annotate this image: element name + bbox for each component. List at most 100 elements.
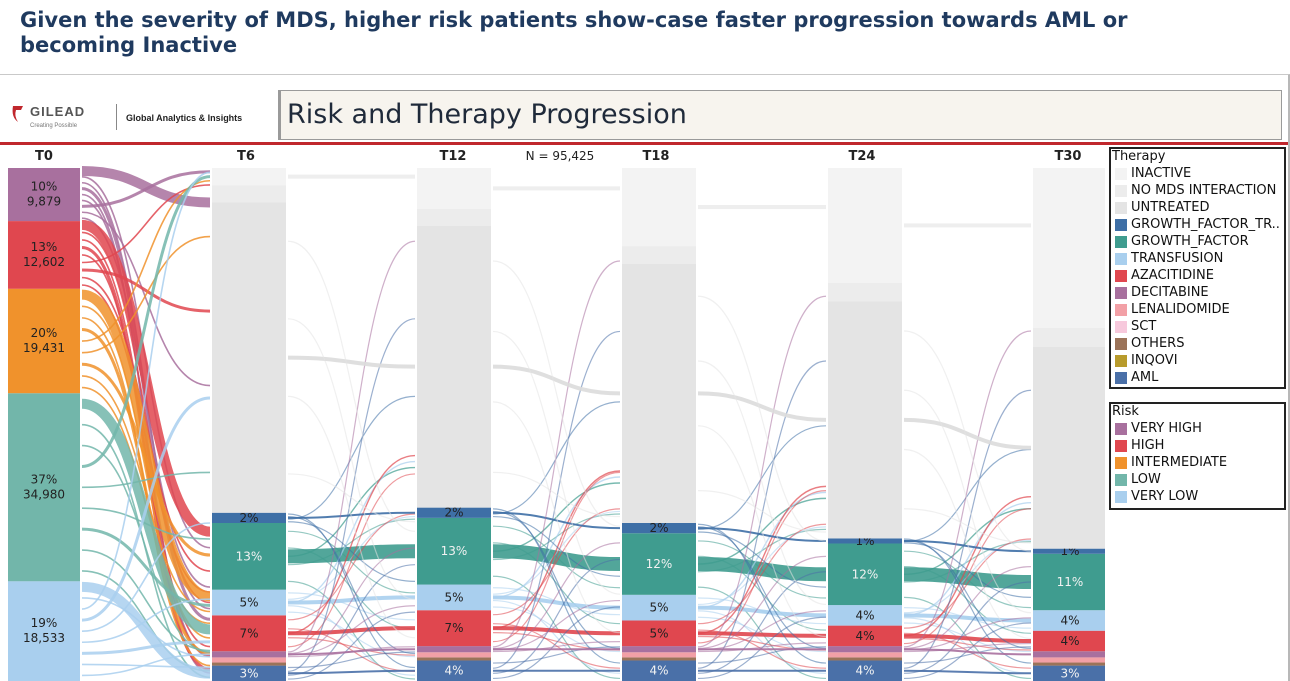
therapy-legend-item[interactable]: GROWTH_FACTOR: [1111, 233, 1284, 250]
risk-legend-item[interactable]: INTERMEDIATE: [1111, 454, 1284, 471]
header-rule: [0, 142, 1288, 145]
risk-flow: [81, 507, 211, 540]
therapy-flow: [903, 330, 1032, 648]
therapy-flow: [287, 355, 416, 369]
therapy-bar-segment: [212, 185, 286, 203]
therapy-legend-swatch: [1115, 303, 1127, 316]
risk-legend-label: VERY LOW: [1131, 489, 1199, 504]
therapy-flow: [492, 558, 621, 674]
therapy-legend-label: GROWTH_FACTOR: [1131, 234, 1249, 249]
logo-brand: GILEAD: [30, 104, 86, 119]
risk-legend-label: INTERMEDIATE: [1131, 455, 1228, 470]
therapy-legend-item[interactable]: UNTREATED: [1111, 199, 1284, 216]
therapy-flow: [697, 490, 827, 533]
therapy-bar-segment: [212, 615, 286, 652]
therapy-bar-segment: [1033, 346, 1105, 549]
therapy-flow: [287, 628, 416, 672]
therapy-bar-segment: [417, 168, 491, 209]
therapy-legend-item[interactable]: DECITABINE: [1111, 284, 1284, 301]
therapy-pct-label: 4%: [855, 664, 874, 678]
risk-flow: [81, 362, 211, 557]
therapy-bar-segment: [1033, 662, 1105, 666]
risk-pct-label: 10%: [31, 180, 58, 194]
therapy-flow: [287, 473, 416, 648]
therapy-bar-segment: [1033, 168, 1105, 328]
therapy-pct-label: 4%: [855, 608, 874, 622]
therapy-legend-item[interactable]: LENALIDOMIDE: [1111, 301, 1284, 318]
therapy-legend-item[interactable]: NO MDS INTERACTION: [1111, 182, 1284, 199]
therapy-pct-label: 4%: [1060, 613, 1079, 627]
therapy-bar-segment: [212, 662, 286, 666]
therapy-bar-segment: [417, 646, 491, 653]
risk-legend-swatch: [1115, 490, 1127, 503]
therapy-flow: [287, 454, 416, 634]
therapy-legend-label: GROWTH_FACTOR_TR..: [1131, 217, 1280, 232]
therapy-flow: [697, 555, 827, 650]
therapy-flow: [697, 523, 827, 664]
therapy-flow: [903, 330, 1032, 552]
risk-flow: [81, 175, 211, 468]
therapy-bar-segment: [828, 301, 902, 539]
timepoint-header: T30: [1055, 149, 1082, 164]
timepoint-header: T12: [440, 149, 467, 164]
risk-pct-label: 19%: [31, 616, 58, 630]
risk-legend-item[interactable]: VERY HIGH: [1111, 420, 1284, 437]
risk-pct-label: 37%: [31, 472, 58, 486]
risk-legend-label: LOW: [1131, 472, 1161, 487]
therapy-flow: [287, 547, 416, 655]
therapy-bar-segment: [622, 263, 696, 523]
therapy-flow: [697, 425, 827, 531]
therapy-legend-item[interactable]: AZACITIDINE: [1111, 267, 1284, 284]
therapy-bar-segment: [622, 594, 696, 621]
logo-tagline: Creating Possible: [30, 123, 78, 129]
risk-flow: [81, 268, 211, 313]
risk-count-label: 12,602: [23, 255, 65, 269]
risk-flow: [81, 653, 211, 677]
risk-flow: [81, 211, 211, 387]
therapy-bar-segment: [212, 657, 286, 663]
n-label: N = 95,425: [526, 149, 595, 163]
therapy-pct-label: 4%: [649, 664, 668, 678]
risk-legend-item[interactable]: VERY LOW: [1111, 488, 1284, 505]
therapy-flow: [903, 617, 1032, 674]
therapy-flow: [903, 495, 1032, 637]
therapy-legend-swatch: [1115, 201, 1127, 214]
therapy-legend-swatch: [1115, 218, 1127, 231]
therapy-pct-label: 3%: [239, 666, 258, 680]
therapy-pct-label: 2%: [444, 506, 463, 520]
therapy-legend-item[interactable]: OTHERS: [1111, 335, 1284, 352]
therapy-bar-segment: [417, 517, 491, 585]
risk-legend-item[interactable]: LOW: [1111, 471, 1284, 488]
therapy-flow: [903, 539, 1032, 553]
risk-bar-segment: [8, 168, 80, 222]
therapy-flow: [287, 240, 416, 653]
therapy-flow: [492, 626, 621, 636]
therapy-bar-segment: [622, 646, 696, 653]
therapy-flow: [492, 471, 621, 643]
therapy-flow: [903, 448, 1032, 640]
therapy-flow: [492, 595, 621, 610]
therapy-bar-segment: [622, 168, 696, 247]
therapy-pct-label: 4%: [444, 664, 463, 678]
therapy-legend-item[interactable]: SCT: [1111, 318, 1284, 335]
therapy-flow: [492, 508, 621, 616]
therapy-legend-item[interactable]: GROWTH_FACTOR_TR..: [1111, 216, 1284, 233]
therapy-legend-item[interactable]: INACTIVE: [1111, 165, 1284, 182]
therapy-flow: [903, 566, 1032, 650]
therapy-flow: [287, 646, 416, 658]
therapy-legend-item[interactable]: TRANSFUSION: [1111, 250, 1284, 267]
logo-unit: Global Analytics & Insights: [126, 113, 243, 123]
therapy-legend-swatch: [1115, 337, 1127, 350]
therapy-legend-item[interactable]: AML: [1111, 369, 1284, 386]
risk-count-label: 34,980: [23, 487, 65, 501]
therapy-bar-segment: [828, 657, 902, 661]
therapy-flow: [903, 507, 1032, 575]
therapy-flow: [903, 581, 1032, 674]
therapy-flow: [492, 641, 621, 653]
therapy-legend-item[interactable]: INQOVI: [1111, 352, 1284, 369]
risk-legend-item[interactable]: HIGH: [1111, 437, 1284, 454]
therapy-flow: [492, 587, 621, 616]
risk-legend-swatch: [1115, 473, 1127, 486]
therapy-bar-segment: [212, 168, 286, 186]
